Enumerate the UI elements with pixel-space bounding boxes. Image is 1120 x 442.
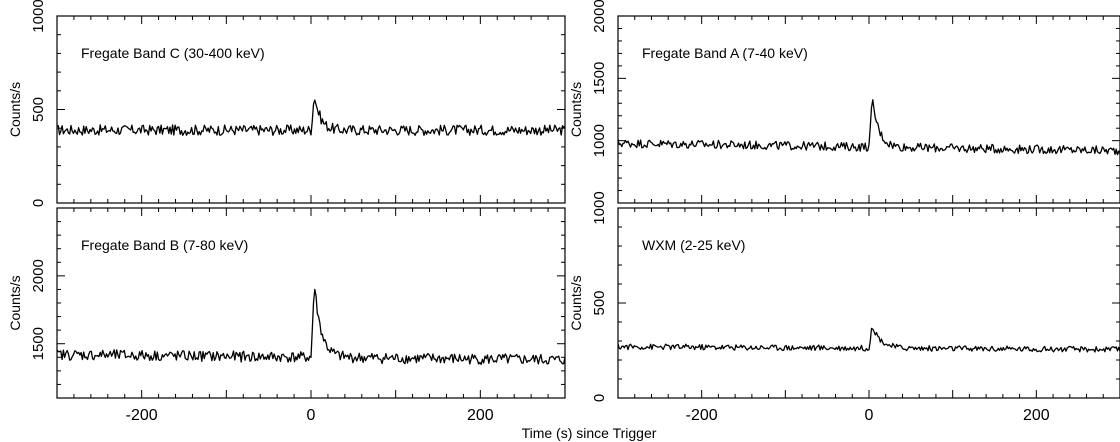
panels-group: 0 500 1000 Counts/s Fregate Band C (30-400 k… bbox=[7, 0, 1120, 424]
y-tick-label: 1500 bbox=[30, 327, 47, 360]
y-tick-label: 0 bbox=[30, 199, 47, 207]
y-axis-label: Counts/s bbox=[568, 275, 584, 330]
panel-4: -200 0 200 0 500 1000 Counts/s WXM (2-25 keV) bbox=[568, 191, 1120, 424]
x-tick-label: -200 bbox=[686, 407, 718, 424]
y-tick-label: 1000 bbox=[30, 0, 47, 33]
y-tick-label: 1500 bbox=[591, 62, 608, 95]
panel-title: Fregate Band A (7-40 keV) bbox=[642, 45, 808, 61]
panel-1: 0 500 1000 Counts/s Fregate Band C (30-400 k… bbox=[7, 0, 566, 207]
y-tick-label: 1000 bbox=[591, 124, 608, 157]
y-tick-label: 500 bbox=[591, 290, 608, 315]
y-axis-label: Counts/s bbox=[7, 275, 23, 330]
x-tick-label: -200 bbox=[126, 407, 158, 424]
light-curve-line bbox=[617, 327, 1120, 353]
panel-title: Fregate Band C (30-400 keV) bbox=[81, 45, 265, 61]
x-tick-label: 0 bbox=[307, 407, 316, 424]
shared-x-axis-label: Time (s) since Trigger bbox=[522, 425, 657, 441]
light-curve-line bbox=[56, 288, 566, 366]
y-tick-label: 500 bbox=[30, 97, 47, 122]
panel-title: WXM (2-25 keV) bbox=[642, 237, 745, 253]
y-tick-label: 2000 bbox=[591, 0, 608, 33]
y-axis-label: Counts/s bbox=[7, 82, 23, 137]
x-tick-label: 200 bbox=[1023, 407, 1050, 424]
y-axis-label: Counts/s bbox=[568, 82, 584, 137]
panel-3: -200 0 200 1500 2000 Counts/s Fregate Band B (… bbox=[7, 207, 566, 424]
y-tick-label: 2000 bbox=[30, 259, 47, 292]
panel-2: 1000 1500 2000 Counts/s Fregate Band A (7-40… bbox=[568, 0, 1120, 204]
light-curve-line bbox=[617, 99, 1120, 156]
y-tick-label: 1000 bbox=[591, 191, 608, 224]
light-curve-line bbox=[56, 99, 566, 136]
x-tick-label: 0 bbox=[865, 407, 874, 424]
panel-title: Fregate Band B (7-80 keV) bbox=[81, 237, 248, 253]
y-tick-label: 0 bbox=[591, 394, 608, 402]
x-tick-label: 200 bbox=[467, 407, 494, 424]
